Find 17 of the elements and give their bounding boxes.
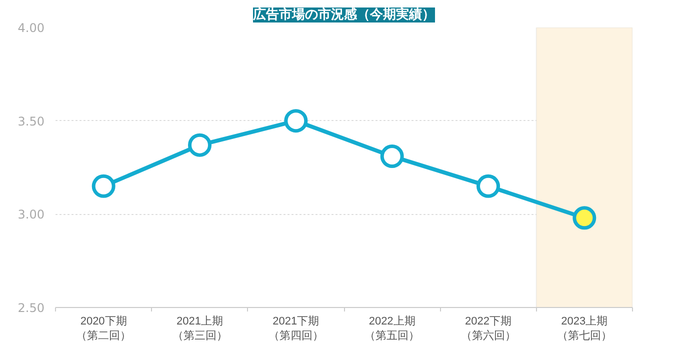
y-tick-label: 3.50 (18, 114, 44, 128)
point (380, 144, 404, 168)
x-tick-label: 2022下期（第六回） (460, 316, 516, 342)
point (476, 174, 500, 198)
x-tick-label: 2020下期（第二回） (76, 316, 132, 342)
y-tick-label: 4.00 (18, 21, 44, 35)
chart-title: 広告市場の市況感（今期実績） (252, 6, 435, 22)
x-tick-label: 2021上期（第三回） (172, 314, 228, 342)
x-tick-label: 2022上期（第五回） (364, 314, 420, 342)
point (572, 206, 596, 230)
y-tick-label: 2.50 (18, 301, 44, 315)
y-tick-label: 3.00 (18, 208, 44, 222)
point (188, 133, 212, 157)
x-tick-label: 2023上期（第七回） (556, 314, 612, 342)
point (92, 174, 116, 198)
point (284, 109, 308, 133)
x-tick-label: 2021下期（第四回） (268, 316, 324, 342)
